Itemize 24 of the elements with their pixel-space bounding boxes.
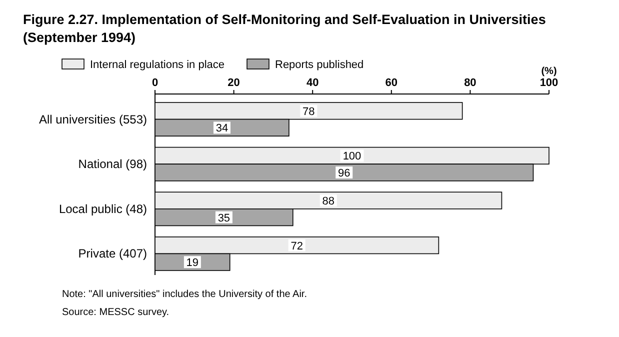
text: Note: "All universities" includes the University of the Air.: [62, 289, 307, 300]
x-tick-label: 60: [385, 77, 398, 89]
data-label: 88: [322, 196, 334, 208]
data-label: 19: [186, 257, 199, 270]
x-tick-label: 80: [464, 77, 476, 89]
legend-label: Reports published: [275, 59, 364, 71]
data-label: 100: [342, 150, 362, 163]
data-label: 72: [290, 240, 303, 252]
y-tick-label: All universities (553): [38, 112, 147, 126]
data-label: 96: [338, 167, 350, 180]
data-label: 34: [216, 122, 228, 135]
x-tick-label: 40: [306, 77, 319, 89]
legend-label: Internal regulations in place: [90, 59, 225, 71]
y-tick-label: Private (407): [78, 246, 147, 261]
x-tick-label: 20: [228, 77, 240, 89]
data-label: 78: [302, 106, 315, 118]
chart-title: Figure 2.27. Implementation of Self-Monitoring and Self-Evaluation in Universities (September 1994): [23, 12, 546, 45]
x-tick-label: 100: [540, 77, 558, 89]
x-tick-label: 0: [152, 77, 158, 89]
source-note: Source: MESSC survey.: [62, 307, 170, 318]
x-axis-title: (%): [541, 66, 557, 77]
y-tick-label: Local public (48): [58, 202, 147, 216]
y-tick-label: National (98): [78, 157, 147, 172]
data-label: 35: [218, 212, 230, 224]
